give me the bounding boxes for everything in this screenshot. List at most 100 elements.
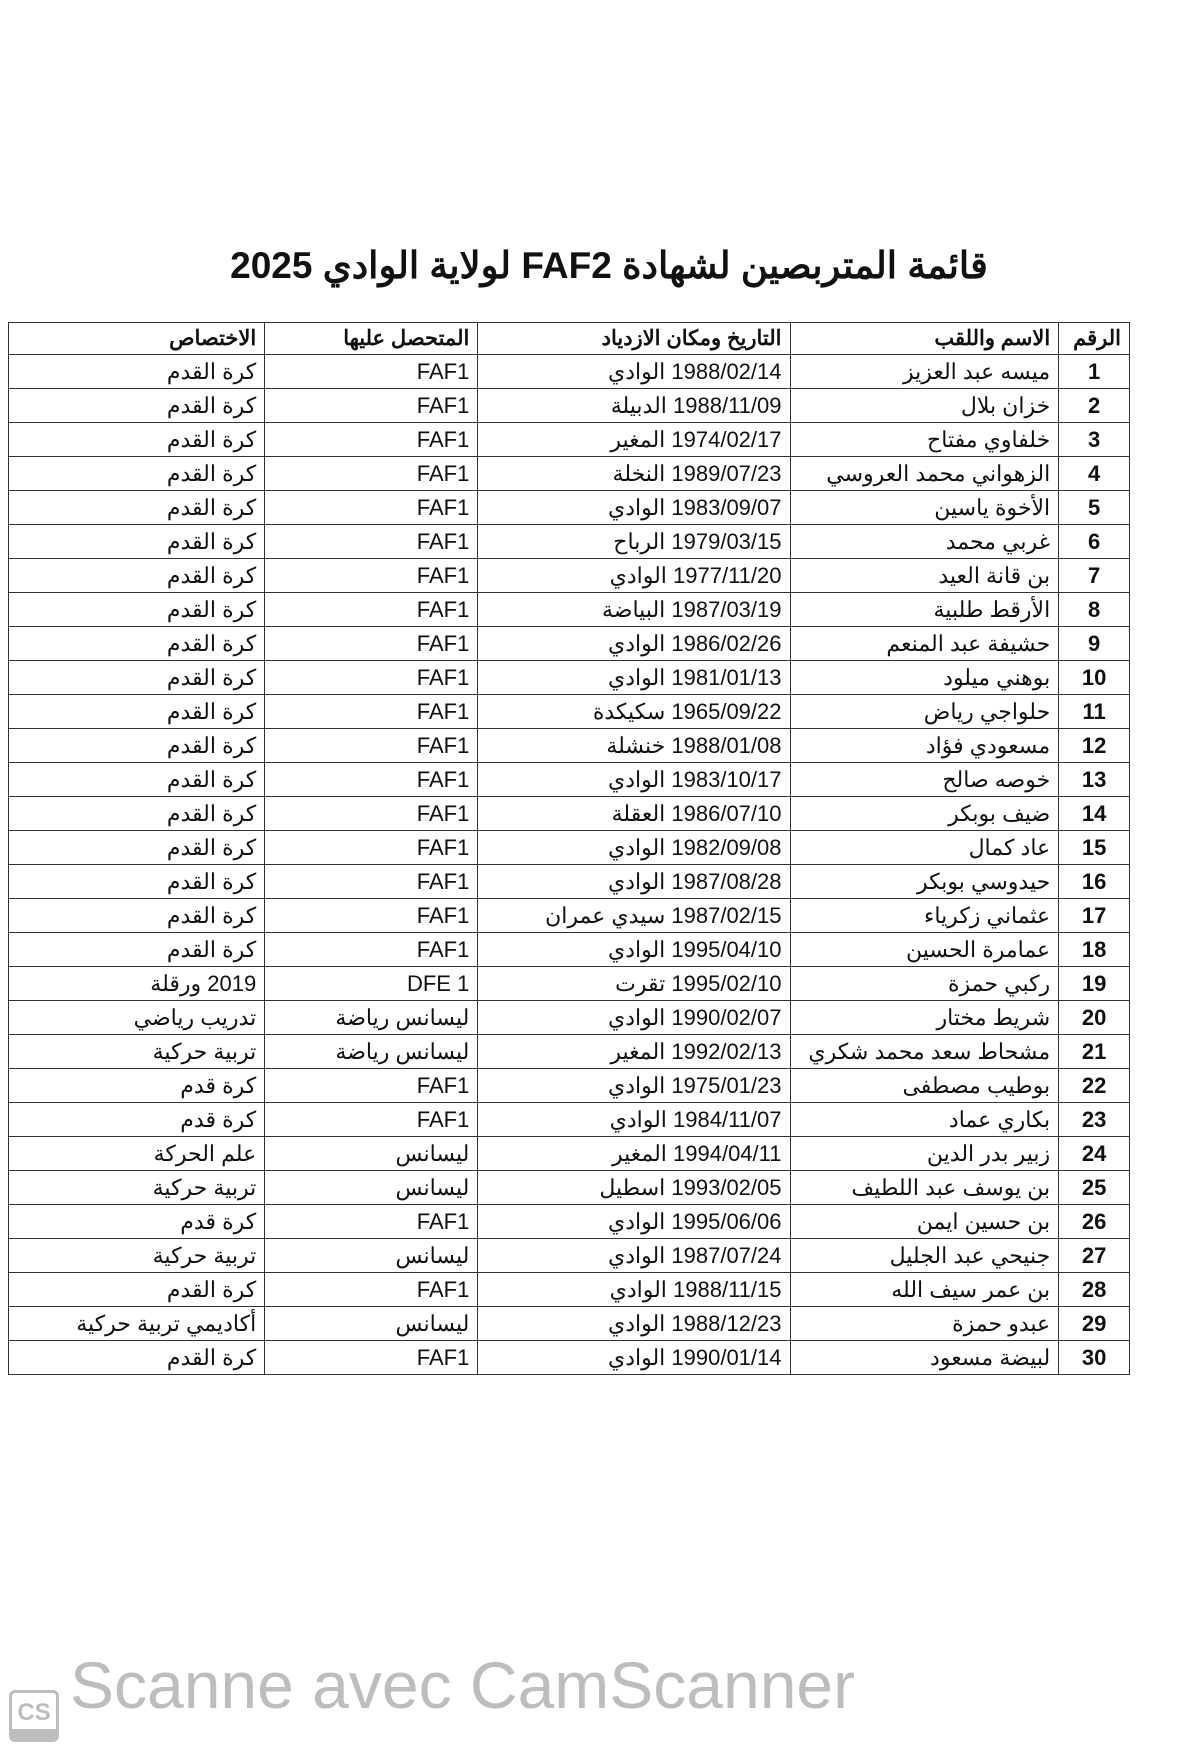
cell-specialty: كرة القدم: [7, 694, 266, 729]
cell-certificate: FAF1: [264, 456, 479, 491]
table-row: 26 بن حسين ايمن 1995/06/06 الوادي FAF1 كرة ق…: [7, 1204, 1130, 1239]
cell-specialty: كرة القدم: [7, 762, 266, 797]
table-header-row: الرقم الاسم واللقب التاريخ ومكان الازديا…: [7, 322, 1130, 355]
cell-date-place: 1995/06/06 الوادي: [477, 1204, 791, 1239]
table-row: 12 مسعودي فؤاد 1988/01/08 خنشلة FAF1 كرة الق…: [7, 728, 1130, 763]
table-row: 18 عمامرة الحسين 1995/04/10 الوادي FAF1 كرة …: [7, 932, 1130, 967]
cell-date-place: 1987/07/24 الوادي: [477, 1238, 791, 1273]
cell-num: 9: [1058, 626, 1130, 661]
table-row: 13 خوصه صالح 1983/10/17 الوادي FAF1 كرة القد…: [7, 762, 1130, 797]
cell-specialty: كرة القدم: [7, 558, 266, 593]
cell-num: 5: [1058, 490, 1130, 525]
table-row: 22 بوطيب مصطفى 1975/01/23 الوادي FAF1 كرة قد…: [7, 1068, 1130, 1103]
cell-certificate: FAF1: [264, 1068, 479, 1103]
cell-name: خزان بلال: [789, 388, 1060, 423]
table-row: 28 بن عمر سيف الله 1988/11/15 الوادي FAF1 كر…: [7, 1272, 1130, 1307]
cell-name: جنيحي عبد الجليل: [789, 1238, 1060, 1273]
cell-name: حشيفة عبد المنعم: [789, 626, 1060, 661]
cell-certificate: FAF1: [264, 796, 479, 831]
cell-certificate: FAF1: [264, 1340, 479, 1375]
cell-certificate: FAF1: [264, 762, 479, 797]
cell-certificate: ليسانس: [264, 1306, 479, 1341]
cell-specialty: كرة قدم: [7, 1068, 266, 1103]
cell-name: بن قانة العيد: [789, 558, 1060, 593]
cell-date-place: 1979/03/15 الرباح: [477, 524, 791, 559]
cell-num: 3: [1058, 422, 1130, 457]
cell-num: 4: [1058, 456, 1130, 491]
cell-date-place: 1989/07/23 النخلة: [477, 456, 791, 491]
cell-specialty: كرة قدم: [7, 1204, 266, 1239]
cell-certificate: FAF1: [264, 694, 479, 729]
cell-name: الزهواني محمد العروسي: [789, 456, 1060, 491]
cell-name: بوطيب مصطفى: [789, 1068, 1060, 1103]
cell-date-place: 1974/02/17 المغير: [477, 422, 791, 457]
cell-certificate: FAF1: [264, 728, 479, 763]
cell-name: غربي محمد: [789, 524, 1060, 559]
table-row: 9 حشيفة عبد المنعم 1986/02/26 الوادي FAF1 كر…: [7, 626, 1130, 661]
cell-certificate: FAF1: [264, 1272, 479, 1307]
table-row: 3 خلفاوي مفتاح 1974/02/17 المغير FAF1 كرة ال…: [7, 422, 1130, 457]
cell-specialty: كرة القدم: [7, 422, 266, 457]
cell-certificate: DFE 1: [264, 966, 479, 1001]
cell-specialty: كرة قدم: [7, 1102, 266, 1137]
cell-num: 28: [1058, 1272, 1130, 1307]
cell-num: 8: [1058, 592, 1130, 627]
cell-specialty: كرة القدم: [7, 728, 266, 763]
table-row: 24 زبير بدر الدين 1994/04/11 المغير ليسانس ع…: [7, 1136, 1130, 1171]
table-row: 19 ركبي حمزة 1995/02/10 تقرت DFE 1 2019 ورقل…: [7, 966, 1130, 1001]
cell-num: 22: [1058, 1068, 1130, 1103]
header-certificate: المتحصل عليها: [264, 322, 479, 355]
table-row: 10 بوهني ميلود 1981/01/13 الوادي FAF1 كرة ال…: [7, 660, 1130, 695]
cell-certificate: FAF1: [264, 388, 479, 423]
cell-specialty: كرة القدم: [7, 796, 266, 831]
table-row: 25 بن يوسف عبد اللطيف 1993/02/05 اسطيل ليسا…: [7, 1170, 1130, 1205]
table-row: 2 خزان بلال 1988/11/09 الدبيلة FAF1 كرة القد…: [7, 388, 1130, 423]
cell-certificate: FAF1: [264, 592, 479, 627]
cell-certificate: FAF1: [264, 354, 479, 389]
table-row: 11 حلواجي رياض 1965/09/22 سكيكدة FAF1 كرة ال…: [7, 694, 1130, 729]
header-num: الرقم: [1058, 322, 1130, 355]
cell-certificate: FAF1: [264, 626, 479, 661]
cell-name: لبيضة مسعود: [789, 1340, 1060, 1375]
table-row: 27 جنيحي عبد الجليل 1987/07/24 الوادي ليسان…: [7, 1238, 1130, 1273]
cell-certificate: FAF1: [264, 558, 479, 593]
table-row: 23 بكاري عماد 1984/11/07 الوادي FAF1 كرة قدم: [7, 1102, 1130, 1137]
table-row: 21 مشحاط سعد محمد شكري 1992/02/13 المغير لي…: [7, 1034, 1130, 1069]
cell-name: ميسه عبد العزيز: [789, 354, 1060, 389]
cell-specialty: كرة القدم: [7, 932, 266, 967]
cell-date-place: 1995/02/10 تقرت: [477, 966, 791, 1001]
cell-date-place: 1982/09/08 الوادي: [477, 830, 791, 865]
table-row: 16 حيدوسي بوبكر 1987/08/28 الوادي FAF1 كرة ا…: [7, 864, 1130, 899]
cell-specialty: كرة القدم: [7, 524, 266, 559]
cell-name: عاد كمال: [789, 830, 1060, 865]
table-row: 15 عاد كمال 1982/09/08 الوادي FAF1 كرة القدم: [7, 830, 1130, 865]
cell-certificate: FAF1: [264, 490, 479, 525]
table-row: 30 لبيضة مسعود 1990/01/14 الوادي FAF1 كرة ال…: [7, 1340, 1130, 1375]
cell-certificate: FAF1: [264, 932, 479, 967]
cell-num: 2: [1058, 388, 1130, 423]
cell-specialty: كرة القدم: [7, 864, 266, 899]
cell-num: 10: [1058, 660, 1130, 695]
cell-date-place: 1988/01/08 خنشلة: [477, 728, 791, 763]
cell-specialty: كرة القدم: [7, 660, 266, 695]
table-row: 7 بن قانة العيد 1977/11/20 الوادي FAF1 كرة ا…: [7, 558, 1130, 593]
cell-specialty: تربية حركية: [7, 1170, 266, 1205]
table-row: 17 عثماني زكرياء 1987/02/15 سيدي عمران FAF1…: [7, 898, 1130, 933]
cell-name: ضيف بوبكر: [789, 796, 1060, 831]
cell-specialty: كرة القدم: [7, 592, 266, 627]
cell-num: 30: [1058, 1340, 1130, 1375]
cell-certificate: FAF1: [264, 864, 479, 899]
cell-specialty: كرة القدم: [7, 388, 266, 423]
cell-date-place: 1990/02/07 الوادي: [477, 1000, 791, 1035]
cell-specialty: تربية حركية: [7, 1238, 266, 1273]
cell-num: 13: [1058, 762, 1130, 797]
cell-certificate: ليسانس رياضة: [264, 1000, 479, 1035]
cell-date-place: 1977/11/20 الوادي: [477, 558, 791, 593]
cell-num: 26: [1058, 1204, 1130, 1239]
cell-certificate: FAF1: [264, 1102, 479, 1137]
cell-date-place: 1994/04/11 المغير: [477, 1136, 791, 1171]
cell-name: مسعودي فؤاد: [789, 728, 1060, 763]
table-row: 8 الأرقط طلبية 1987/03/19 البياضة FAF1 كرة ا…: [7, 592, 1130, 627]
cell-name: زبير بدر الدين: [789, 1136, 1060, 1171]
table-row: 6 غربي محمد 1979/03/15 الرباح FAF1 كرة القدم: [7, 524, 1130, 559]
